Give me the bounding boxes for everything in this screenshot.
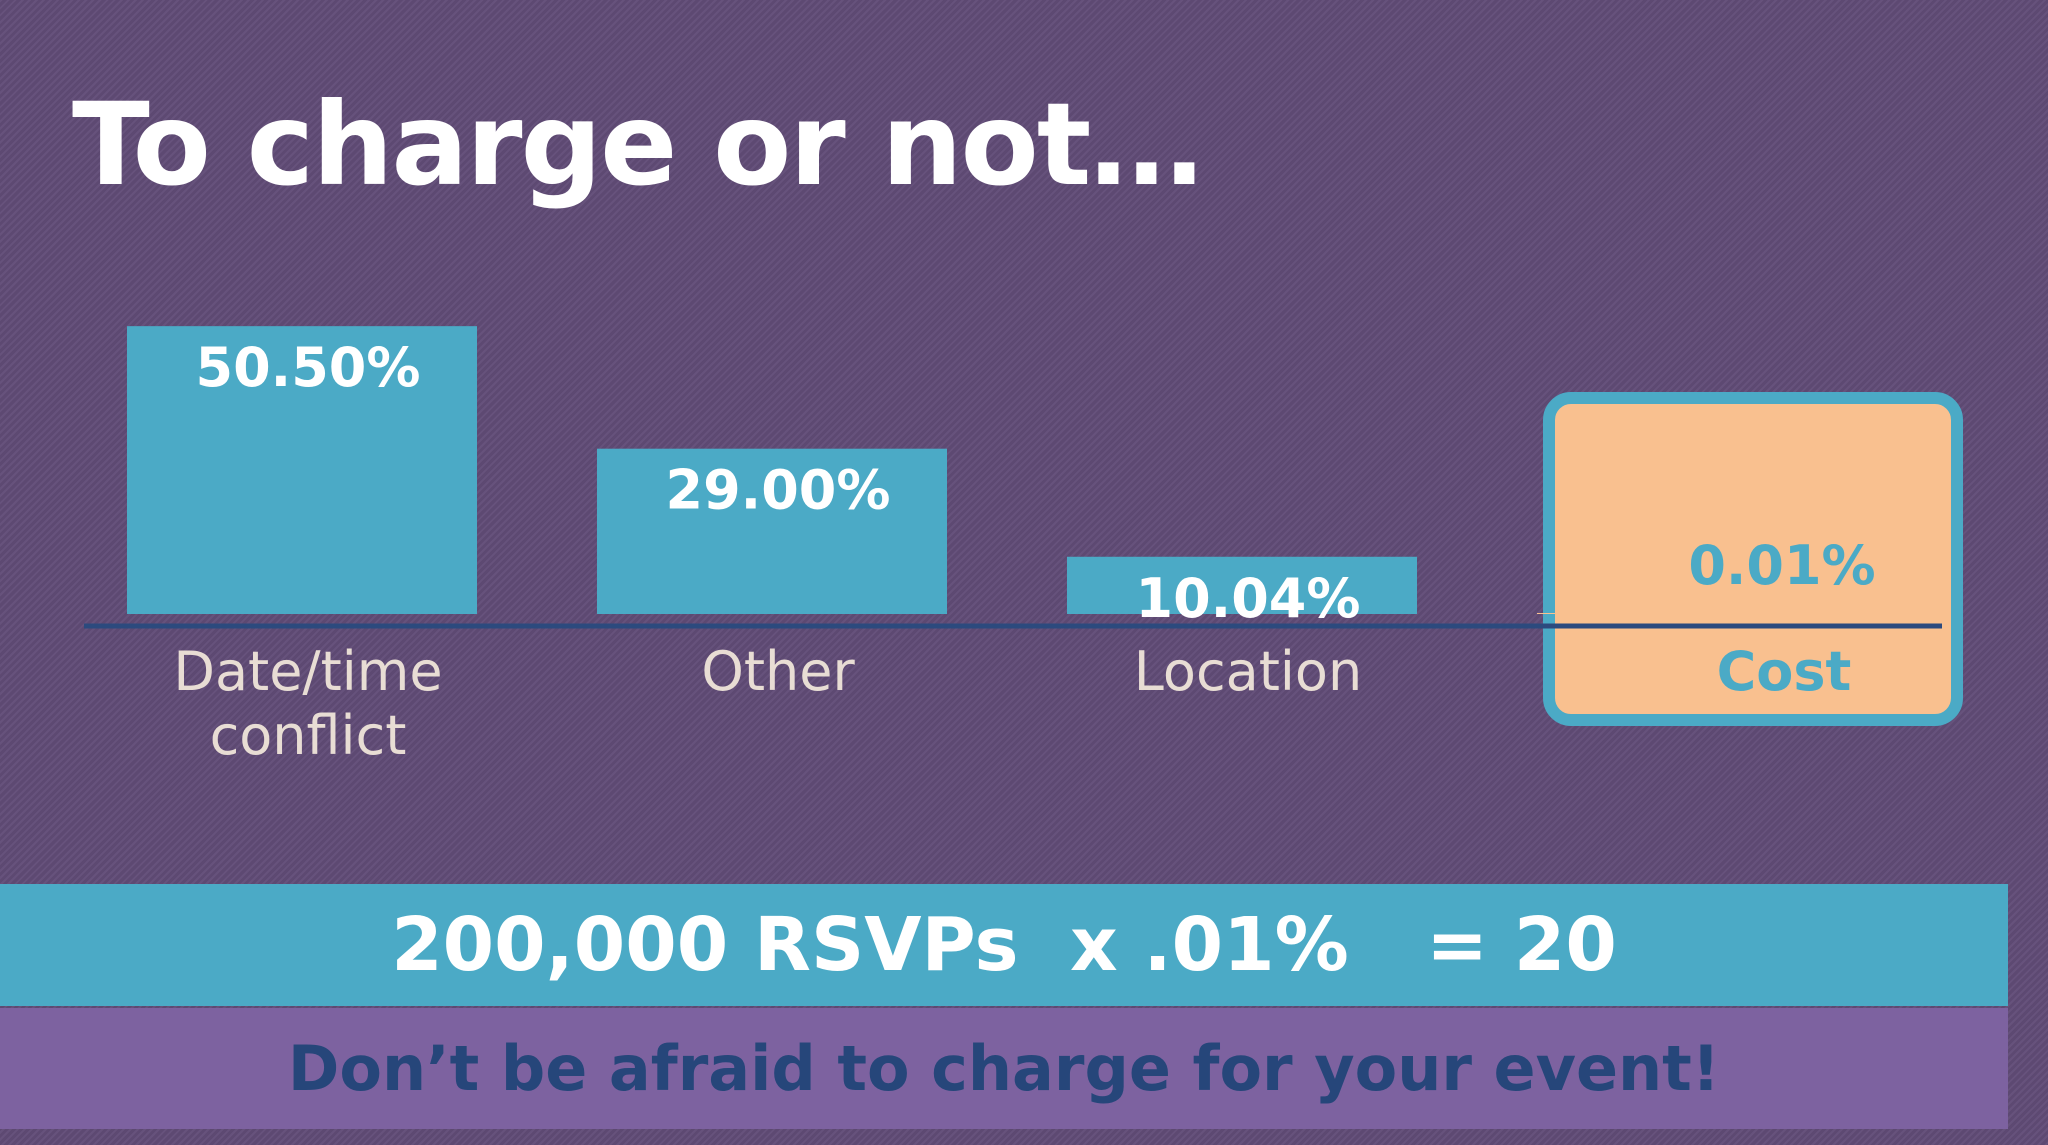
bar-value-label-cost: 0.01% bbox=[1688, 534, 1875, 597]
tagline-band: Don’t be afraid to charge for your event… bbox=[0, 1008, 2008, 1129]
bar-cost bbox=[1537, 613, 1887, 614]
category-label-other: Other bbox=[701, 640, 855, 703]
formula-band: 200,000 RSVPs x .01% = 20 bbox=[0, 884, 2008, 1006]
category-label-location: Location bbox=[1134, 640, 1362, 703]
category-label-cost: Cost bbox=[1717, 640, 1852, 703]
bar-other bbox=[597, 448, 947, 614]
bar-date-time-conflict bbox=[127, 326, 477, 614]
tagline-text: Don’t be afraid to charge for your event… bbox=[287, 1032, 1721, 1105]
formula-text: 200,000 RSVPs x .01% = 20 bbox=[391, 902, 1617, 988]
slide-title: To charge or not… bbox=[72, 78, 1203, 211]
bar-value-label-other: 29.00% bbox=[666, 459, 891, 522]
highlight-box-cost bbox=[1543, 392, 1963, 726]
bar-value-label-date-time-conflict: 50.50% bbox=[196, 336, 421, 399]
category-label-date-time-conflict: Date/time conflict bbox=[173, 640, 442, 767]
bar-location bbox=[1067, 556, 1417, 614]
bar-value-label-location: 10.04% bbox=[1136, 567, 1361, 630]
